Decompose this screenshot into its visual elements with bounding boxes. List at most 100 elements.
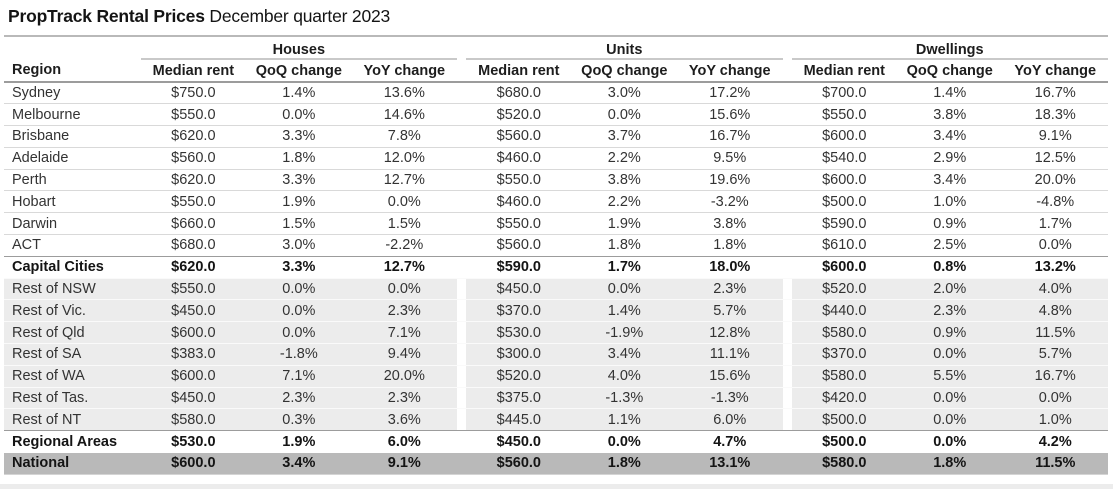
value-cell: 16.7% xyxy=(1034,85,1076,102)
value-cell: 1.8% xyxy=(246,146,352,170)
value-cell: 2.5% xyxy=(897,234,1003,257)
group-gap xyxy=(457,36,466,59)
group-gap xyxy=(782,321,792,344)
value-cell: 3.7% xyxy=(571,125,678,148)
region-cell: Hobart xyxy=(4,190,141,213)
table-row: Rest of Qld $600.0 0.0% 7.1% $530.0 -1.9% 12.8… xyxy=(4,321,1108,344)
value-cell: 19.6% xyxy=(677,168,783,191)
value-cell: 1.7% xyxy=(1002,212,1108,235)
region-cell: National xyxy=(4,452,141,475)
value-cell: -1.3% xyxy=(571,386,678,409)
value-cell: $383.0 xyxy=(140,343,247,366)
column-header-units-yoy-change: YoY change xyxy=(677,59,783,83)
value-cell: $580.0 xyxy=(791,452,897,475)
table-row: Sydney $750.0 1.4% 13.6% $680.0 3.0% 17.2% $700… xyxy=(4,82,1108,104)
value-cell: 3.4% xyxy=(897,125,1003,148)
group-gap xyxy=(782,234,792,257)
value-cell: 2.3% xyxy=(351,386,458,409)
table-row: Rest of NSW $550.0 0.0% 0.0% $450.0 0.0% 2.3% $… xyxy=(4,277,1108,300)
value-cell: 1.5% xyxy=(246,212,352,235)
value-cell: -4.8% xyxy=(1002,190,1108,213)
region-cell: Rest of WA xyxy=(4,364,141,388)
value-cell: $520.0 xyxy=(466,364,572,388)
column-header-houses-qoq-change: QoQ change xyxy=(246,59,352,83)
value-cell: $550.0 xyxy=(466,168,572,191)
value-cell: 0.3% xyxy=(246,408,352,431)
value-cell: $500.0 xyxy=(791,190,897,213)
group-gap xyxy=(782,277,792,300)
group-gap xyxy=(782,343,792,366)
value-cell: $590.0 xyxy=(791,212,897,235)
table-row: Adelaide $560.0 1.8% 12.0% $460.0 2.2% 9.5% $54… xyxy=(4,146,1108,170)
value-cell: $620.0 xyxy=(140,168,247,191)
value-cell: 4.2% xyxy=(1002,430,1108,453)
value-cell: 18.3% xyxy=(1002,103,1108,126)
value-cell: $590.0 xyxy=(466,255,572,279)
value-cell: 0.9% xyxy=(897,321,1003,344)
value-cell: 12.5% xyxy=(1002,146,1108,170)
table-row: Capital Cities $620.0 3.3% 12.7% $590.0 1.7% 1… xyxy=(4,255,1108,279)
value-cell: 2.2% xyxy=(571,190,678,213)
group-gap xyxy=(782,59,792,83)
column-header-row: Region Median rent QoQ change YoY change… xyxy=(4,59,1108,83)
group-gap xyxy=(783,82,792,104)
value-cell: 1.8% xyxy=(897,452,1003,475)
value-cell: $500.0 xyxy=(791,408,897,431)
value-cell: $460.0 xyxy=(466,146,572,170)
value-cell: 2.3% xyxy=(246,386,352,409)
group-gap xyxy=(782,168,792,191)
group-gap xyxy=(457,190,467,213)
value-cell: 13.1% xyxy=(677,452,783,475)
region-cell: Rest of Qld xyxy=(4,321,141,344)
value-cell: 0.0% xyxy=(897,343,1003,366)
value-cell: 1.4% xyxy=(933,85,967,102)
region-cell: Brisbane xyxy=(4,125,141,148)
value-cell: 0.0% xyxy=(246,299,352,322)
value-cell: 16.7% xyxy=(1002,364,1108,388)
value-cell: 1.7% xyxy=(571,255,678,279)
value-cell: 0.0% xyxy=(1002,386,1108,409)
value-cell: $460.0 xyxy=(466,190,572,213)
value-cell: 7.1% xyxy=(351,321,458,344)
value-cell: 0.0% xyxy=(246,321,352,344)
value-cell: $600.0 xyxy=(791,168,897,191)
value-cell: $500.0 xyxy=(791,430,897,453)
value-cell: $560.0 xyxy=(466,234,572,257)
group-gap xyxy=(782,125,792,148)
region-cell: Rest of SA xyxy=(4,343,141,366)
value-cell: 1.0% xyxy=(897,190,1003,213)
value-cell: $580.0 xyxy=(140,408,247,431)
value-cell: $600.0 xyxy=(140,321,247,344)
group-gap xyxy=(457,321,467,344)
value-cell: 1.8% xyxy=(571,234,678,257)
value-cell: 0.9% xyxy=(897,212,1003,235)
value-cell: $600.0 xyxy=(791,125,897,148)
value-cell: $445.0 xyxy=(466,408,572,431)
value-cell: $600.0 xyxy=(791,255,897,279)
group-gap xyxy=(782,299,792,322)
value-cell: 3.4% xyxy=(571,343,678,366)
value-cell: 17.2% xyxy=(709,85,751,102)
value-cell: 12.0% xyxy=(351,146,458,170)
value-cell: 11.1% xyxy=(677,343,783,366)
region-cell: ACT xyxy=(4,234,141,257)
value-cell: $540.0 xyxy=(791,146,897,170)
value-cell: -1.3% xyxy=(677,386,783,409)
value-cell: 6.0% xyxy=(677,408,783,431)
value-cell: 1.8% xyxy=(677,234,783,257)
region-cell: Sydney xyxy=(12,85,61,102)
value-cell: $560.0 xyxy=(466,125,572,148)
region-cell: Rest of Vic. xyxy=(4,299,141,322)
group-header-row: Houses Units Dwellings xyxy=(4,36,1108,60)
value-cell: 3.3% xyxy=(246,168,352,191)
value-cell: 18.0% xyxy=(677,255,783,279)
value-cell: 4.0% xyxy=(1002,277,1108,300)
value-cell: 9.5% xyxy=(677,146,783,170)
value-cell: $550.0 xyxy=(466,212,572,235)
group-gap xyxy=(457,146,467,170)
value-cell: $600.0 xyxy=(140,452,247,475)
value-cell: 0.0% xyxy=(246,103,352,126)
value-cell: -2.2% xyxy=(351,234,458,257)
table-row: Rest of WA $600.0 7.1% 20.0% $520.0 4.0% 15.6%… xyxy=(4,364,1108,388)
table-row: Rest of Tas. $450.0 2.3% 2.3% $375.0 -1.3% -1.… xyxy=(4,386,1108,409)
